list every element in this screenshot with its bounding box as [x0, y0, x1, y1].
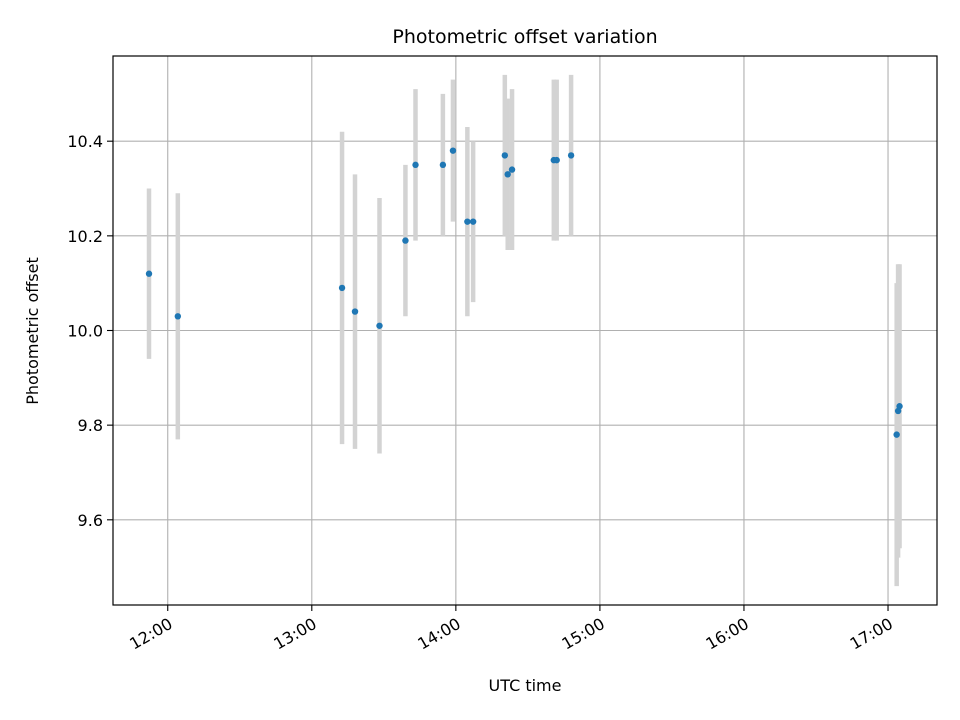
data-point: [351, 308, 359, 315]
y-tick-label: 10.0: [67, 322, 103, 341]
data-point: [469, 218, 477, 225]
data-point: [553, 156, 560, 164]
data-point: [402, 237, 409, 244]
data-point: [145, 270, 153, 277]
y-axis-ticks: 9.6 9.8 10.0 10.2 10.4: [67, 132, 113, 530]
x-axis-title: UTC time: [489, 676, 562, 695]
data-points: [145, 147, 903, 438]
grid-lines: [113, 56, 937, 605]
data-point: [376, 322, 383, 329]
data-point: [893, 431, 900, 438]
data-point: [896, 403, 903, 410]
y-tick-label: 10.4: [67, 132, 103, 151]
data-point: [501, 152, 509, 159]
data-point: [567, 152, 575, 159]
chart-title: Photometric offset variation: [392, 26, 657, 48]
data-point: [439, 161, 447, 169]
data-point: [504, 171, 511, 178]
y-tick-label: 9.6: [78, 511, 103, 530]
data-point: [464, 218, 471, 225]
data-point: [338, 284, 346, 292]
y-tick-label: 9.8: [78, 416, 103, 435]
data-point: [412, 161, 419, 169]
y-tick-label: 10.2: [67, 227, 103, 246]
data-point: [508, 166, 516, 173]
data-point: [174, 313, 182, 320]
data-point: [449, 147, 457, 154]
y-axis-title: Photometric offset: [23, 257, 42, 405]
